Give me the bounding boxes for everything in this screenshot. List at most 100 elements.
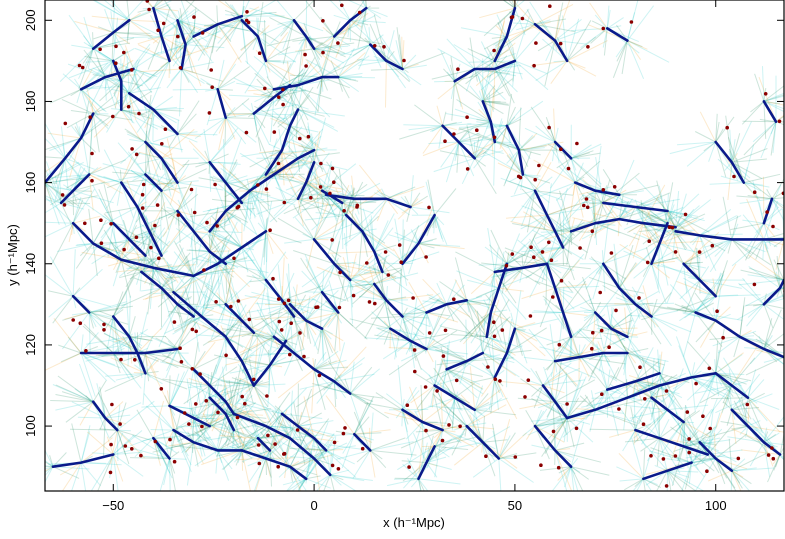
spoke-line [201,278,220,317]
spoke-line [511,0,516,9]
spoke-line [534,230,556,239]
spoke-line [383,298,391,329]
spoke-line [763,239,769,250]
spoke-line [153,109,180,121]
spoke-line [410,175,414,208]
galaxy-point [88,115,92,119]
spoke-line [494,68,511,97]
spoke-line [626,309,643,338]
spoke-line [141,250,168,273]
spoke-line [153,7,178,12]
spoke-line [112,352,131,380]
spoke-line [747,401,750,427]
spoke-line [437,48,475,70]
spoke-line [217,435,243,451]
spoke-line [361,271,383,290]
spoke-line [217,263,234,278]
spoke-line [493,36,508,46]
galaxy-point [200,31,205,35]
spoke-line [112,432,124,455]
spoke-line [534,3,574,25]
spoke-line [137,327,162,354]
spoke-line [254,186,267,232]
spoke-line [595,409,637,424]
spoke-line [428,141,459,145]
galaxy-point [282,200,287,205]
spoke-line [92,32,94,49]
spoke-line [615,272,636,305]
spoke-line [476,287,499,298]
spoke-line [594,223,598,246]
spoke-line [418,243,461,247]
spoke-line [279,150,283,179]
spoke-line [312,383,351,395]
spoke-line [174,275,194,294]
spoke-line [554,287,575,310]
spoke-line [640,200,644,224]
spoke-line [80,100,90,139]
galaxy-point [574,426,579,431]
galaxy-point [168,437,172,442]
spoke-line [305,0,308,37]
spoke-line [117,429,152,441]
spoke-line [288,449,327,469]
spoke-line [494,68,523,75]
spoke-line [699,234,726,252]
spoke-line [546,401,556,420]
spoke-line [103,332,138,354]
spoke-line [365,0,367,9]
spoke-line [177,19,206,56]
spoke-line [488,93,492,122]
spoke-line [280,425,315,439]
spoke-line [567,231,572,243]
spoke-line [241,360,254,404]
spoke-line [684,279,701,313]
spoke-line [657,357,660,374]
spoke-line [546,336,572,371]
spoke-line [227,19,243,33]
spoke-line [217,15,243,44]
spoke-line [602,352,610,367]
spoke-line [370,316,403,319]
spoke-line [522,174,540,192]
spoke-line [92,243,98,276]
spoke-line [733,400,749,427]
spoke-line [520,214,548,230]
spoke-line [563,312,588,316]
spoke-line [418,243,435,249]
spoke-line [747,420,761,427]
galaxy-point [130,147,134,151]
spoke-line [506,252,529,265]
spoke-line [634,199,644,224]
spoke-line [265,174,284,180]
spoke-line [578,356,590,378]
spoke-line [748,239,765,259]
spoke-line [532,238,548,265]
spoke-line [595,409,624,414]
spoke-line [289,434,325,439]
spoke-line [763,232,784,240]
spoke-line [120,156,133,183]
spoke-line [161,354,194,370]
spoke-line [482,100,509,105]
spoke-line [160,219,162,256]
spoke-line [749,348,765,365]
spoke-line [715,354,743,374]
spoke-line [83,49,106,78]
galaxy-point [83,221,87,226]
spoke-line [739,330,752,338]
spoke-line [490,87,495,122]
spoke-line [79,401,94,426]
spoke-line [173,275,206,293]
spoke-line [153,0,161,9]
spoke-line [475,68,496,87]
spoke-line [177,133,218,136]
spoke-line [385,285,388,301]
spoke-line [45,122,66,159]
spoke-line [193,316,201,330]
spoke-line [169,42,174,61]
spoke-line [534,18,566,25]
spoke-line [561,344,580,358]
spoke-line [225,239,262,265]
spoke-line [209,349,223,386]
